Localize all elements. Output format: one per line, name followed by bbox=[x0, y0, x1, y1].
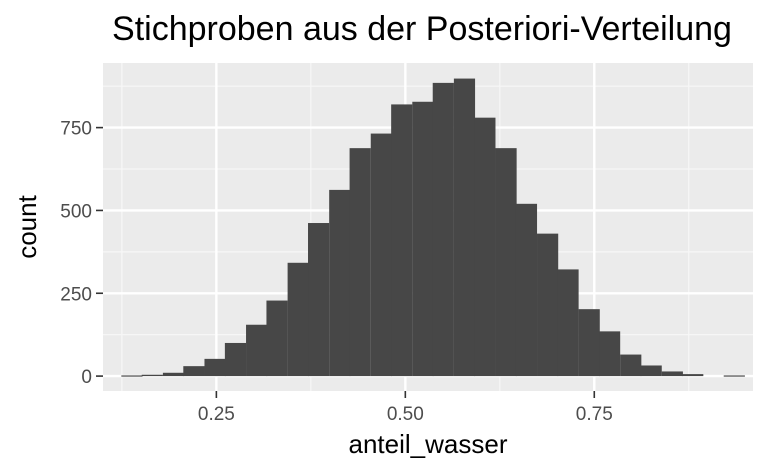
histogram-bar bbox=[578, 309, 600, 377]
histogram-bar bbox=[453, 78, 476, 377]
histogram-bar bbox=[370, 133, 392, 377]
y-tick-label: 0 bbox=[81, 367, 92, 388]
histogram-bar bbox=[432, 82, 454, 377]
histogram-bar bbox=[537, 233, 559, 377]
x-tick-label: 0.50 bbox=[387, 404, 424, 425]
histogram-bar bbox=[640, 365, 662, 377]
histogram-bar bbox=[599, 331, 621, 377]
histogram-bar bbox=[329, 189, 351, 377]
x-axis-title: anteil_wasser bbox=[349, 429, 508, 459]
histogram-bar bbox=[266, 300, 288, 377]
x-axis: 0.25 0.50 0.75 bbox=[198, 391, 613, 425]
histogram-bar bbox=[515, 203, 538, 377]
y-tick-label: 500 bbox=[60, 201, 92, 222]
histogram-bar bbox=[349, 148, 371, 377]
histogram-bar bbox=[412, 101, 434, 377]
y-tick-label: 750 bbox=[60, 119, 92, 140]
histogram-bar bbox=[204, 358, 226, 377]
histogram-bar bbox=[183, 366, 205, 377]
y-tick-label: 250 bbox=[60, 284, 92, 305]
histogram-bar bbox=[620, 354, 642, 377]
histogram-bar bbox=[141, 374, 163, 377]
x-tick-label: 0.75 bbox=[576, 404, 613, 425]
y-axis: 0 250 500 750 bbox=[60, 119, 103, 388]
histogram-bar bbox=[287, 262, 309, 377]
histogram-bar bbox=[391, 104, 413, 377]
chart-title: Stichproben aus der Posteriori-Verteilun… bbox=[112, 10, 732, 48]
histogram-bar bbox=[246, 324, 268, 377]
histogram-bar bbox=[723, 375, 745, 377]
histogram-bar bbox=[162, 372, 185, 377]
histogram-bar bbox=[121, 375, 143, 377]
histogram-bar bbox=[495, 148, 517, 377]
y-axis-title: count bbox=[12, 194, 42, 258]
histogram-bars bbox=[121, 78, 745, 377]
histogram-bar bbox=[474, 117, 496, 377]
histogram-bar bbox=[661, 371, 683, 377]
histogram-bar bbox=[682, 374, 704, 377]
histogram-bar bbox=[308, 223, 330, 377]
x-tick-label: 0.25 bbox=[198, 404, 235, 425]
histogram-bar bbox=[224, 342, 247, 377]
histogram-bar bbox=[557, 269, 579, 377]
